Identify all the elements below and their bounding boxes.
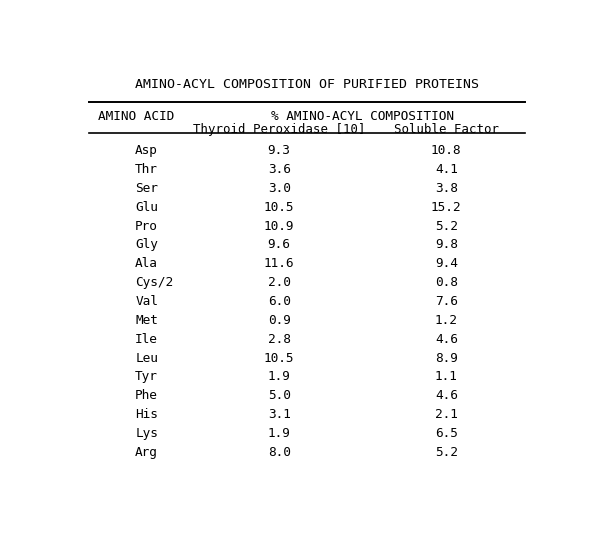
Text: 4.6: 4.6 xyxy=(435,333,458,346)
Text: Ile: Ile xyxy=(135,333,158,346)
Text: Thr: Thr xyxy=(135,163,158,176)
Text: 2.0: 2.0 xyxy=(268,276,291,289)
Text: Ala: Ala xyxy=(135,257,158,270)
Text: 9.3: 9.3 xyxy=(268,144,291,157)
Text: 3.8: 3.8 xyxy=(435,182,458,195)
Text: 9.8: 9.8 xyxy=(435,238,458,251)
Text: Lys: Lys xyxy=(135,427,158,440)
Text: Arg: Arg xyxy=(135,446,158,459)
Text: 3.0: 3.0 xyxy=(268,182,291,195)
Text: 10.8: 10.8 xyxy=(431,144,461,157)
Text: Gly: Gly xyxy=(135,238,158,251)
Text: His: His xyxy=(135,408,158,421)
Text: 5.2: 5.2 xyxy=(435,219,458,232)
Text: 2.1: 2.1 xyxy=(435,408,458,421)
Text: 1.2: 1.2 xyxy=(435,314,458,327)
Text: 5.2: 5.2 xyxy=(435,446,458,459)
Text: 10.9: 10.9 xyxy=(264,219,294,232)
Text: 6.5: 6.5 xyxy=(435,427,458,440)
Text: Leu: Leu xyxy=(135,351,158,365)
Text: 8.9: 8.9 xyxy=(435,351,458,365)
Text: Thyroid Peroxidase [10]: Thyroid Peroxidase [10] xyxy=(193,123,365,135)
Text: AMINO ACID: AMINO ACID xyxy=(98,110,174,123)
Text: 1.9: 1.9 xyxy=(268,427,291,440)
Text: Ser: Ser xyxy=(135,182,158,195)
Text: Glu: Glu xyxy=(135,201,158,214)
Text: 6.0: 6.0 xyxy=(268,295,291,308)
Text: Phe: Phe xyxy=(135,389,158,402)
Text: AMINO-ACYL COMPOSITION OF PURIFIED PROTEINS: AMINO-ACYL COMPOSITION OF PURIFIED PROTE… xyxy=(135,77,479,91)
Text: Cys/2: Cys/2 xyxy=(135,276,173,289)
Text: 4.1: 4.1 xyxy=(435,163,458,176)
Text: Met: Met xyxy=(135,314,158,327)
Text: Asp: Asp xyxy=(135,144,158,157)
Text: Soluble Factor: Soluble Factor xyxy=(394,123,499,135)
Text: 10.5: 10.5 xyxy=(264,201,294,214)
Text: 0.8: 0.8 xyxy=(435,276,458,289)
Text: 11.6: 11.6 xyxy=(264,257,294,270)
Text: Tyr: Tyr xyxy=(135,370,158,383)
Text: 1.1: 1.1 xyxy=(435,370,458,383)
Text: 0.9: 0.9 xyxy=(268,314,291,327)
Text: 8.0: 8.0 xyxy=(268,446,291,459)
Text: 1.9: 1.9 xyxy=(268,370,291,383)
Text: 2.8: 2.8 xyxy=(268,333,291,346)
Text: Pro: Pro xyxy=(135,219,158,232)
Text: 3.6: 3.6 xyxy=(268,163,291,176)
Text: 7.6: 7.6 xyxy=(435,295,458,308)
Text: % AMINO-ACYL COMPOSITION: % AMINO-ACYL COMPOSITION xyxy=(271,110,454,123)
Text: 9.6: 9.6 xyxy=(268,238,291,251)
Text: 5.0: 5.0 xyxy=(268,389,291,402)
Text: 3.1: 3.1 xyxy=(268,408,291,421)
Text: 4.6: 4.6 xyxy=(435,389,458,402)
Text: Val: Val xyxy=(135,295,158,308)
Text: 9.4: 9.4 xyxy=(435,257,458,270)
Text: 15.2: 15.2 xyxy=(431,201,461,214)
Text: 10.5: 10.5 xyxy=(264,351,294,365)
